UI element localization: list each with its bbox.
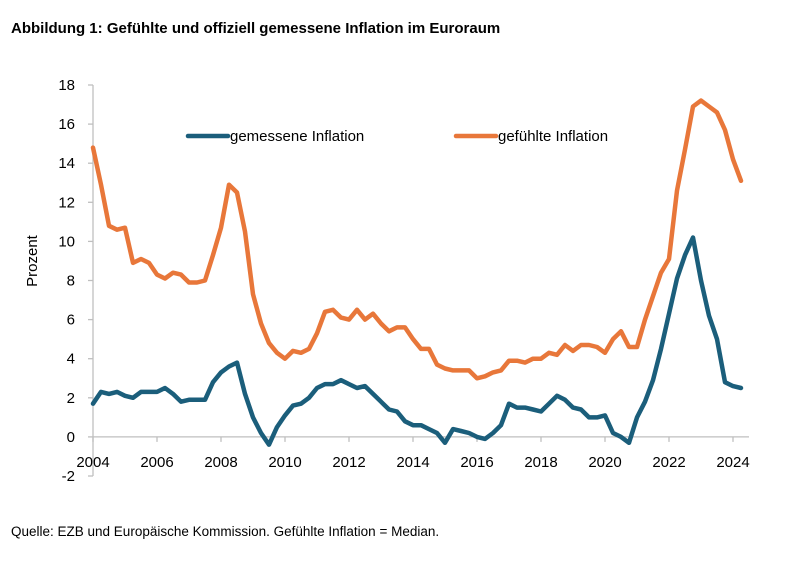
x-tick-label: 2024 — [716, 454, 749, 471]
source-note: Quelle: EZB und Europäische Kommission. … — [11, 524, 440, 539]
x-tick-label: 2018 — [524, 454, 557, 471]
y-tick-label: -2 — [62, 468, 75, 485]
tick-labels: -2 0 2 4 6 8 10 12 14 16 18 2004 2006 2008 2010 2012 201… — [58, 77, 749, 485]
x-tick-label: 2022 — [652, 454, 685, 471]
x-tick-label: 2004 — [76, 454, 109, 471]
y-tick-label: 16 — [58, 116, 75, 133]
y-tick-label: 4 — [67, 351, 75, 368]
y-tick-label: 2 — [67, 390, 75, 407]
legend-label: gemessene Inflation — [230, 128, 364, 145]
x-tick-label: 2020 — [588, 454, 621, 471]
y-tick-label: 6 — [67, 312, 75, 329]
y-axis-label: Prozent — [24, 234, 41, 287]
x-tick-label: 2008 — [204, 454, 237, 471]
figure-title: Abbildung 1: Gefühlte und offiziell geme… — [11, 20, 501, 37]
series-line-perceived-inflation — [90, 98, 744, 381]
y-tick-label: 12 — [58, 194, 75, 211]
y-tick-label: 0 — [67, 429, 75, 446]
x-tick-label: 2014 — [396, 454, 429, 471]
series-lines — [90, 98, 744, 447]
y-tick-label: 10 — [58, 233, 75, 250]
x-tick-label: 2012 — [332, 454, 365, 471]
y-tick-label: 8 — [67, 273, 75, 290]
x-tick-label: 2010 — [268, 454, 301, 471]
y-tick-label: 18 — [58, 77, 75, 94]
x-tick-label: 2006 — [140, 454, 173, 471]
legend-label: gefühlte Inflation — [498, 128, 608, 145]
y-tick-label: 14 — [58, 155, 75, 172]
chart: -2 0 2 4 6 8 10 12 14 16 18 2004 2006 2008 2010 2012 201… — [24, 77, 750, 485]
series-line-measured-inflation — [90, 235, 744, 447]
legend: gemessene Inflation gefühlte Inflation — [185, 128, 608, 145]
x-tick-label: 2016 — [460, 454, 493, 471]
